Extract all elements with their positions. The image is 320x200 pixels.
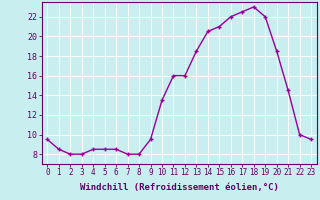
X-axis label: Windchill (Refroidissement éolien,°C): Windchill (Refroidissement éolien,°C) [80, 183, 279, 192]
